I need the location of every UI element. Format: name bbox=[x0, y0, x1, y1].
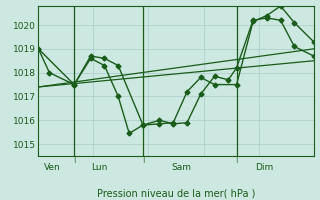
Text: Lun: Lun bbox=[91, 163, 107, 172]
Text: Sam: Sam bbox=[172, 163, 191, 172]
Text: |: | bbox=[142, 156, 144, 163]
Text: Dim: Dim bbox=[255, 163, 273, 172]
Text: Ven: Ven bbox=[44, 163, 60, 172]
Text: |: | bbox=[73, 156, 76, 163]
Text: Pression niveau de la mer( hPa ): Pression niveau de la mer( hPa ) bbox=[97, 189, 255, 199]
Text: |: | bbox=[235, 156, 238, 163]
